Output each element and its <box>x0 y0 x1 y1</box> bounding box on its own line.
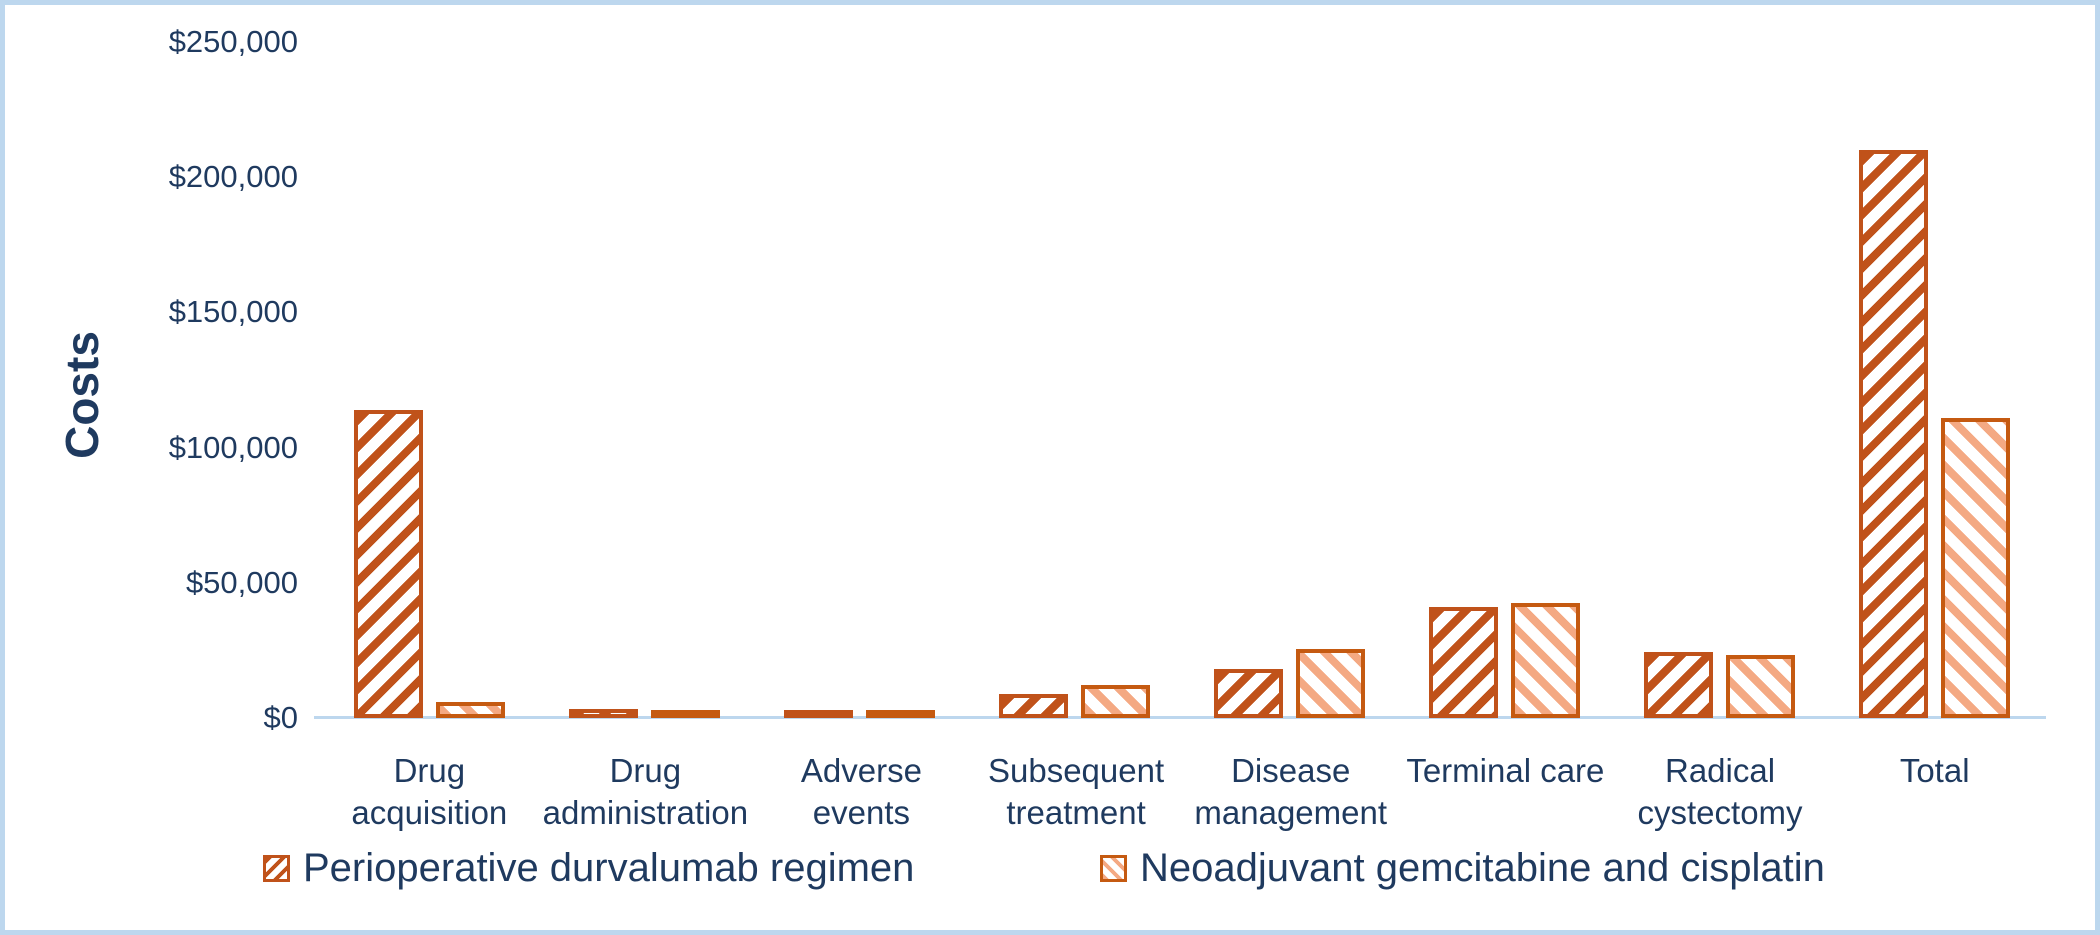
x-category-label: Drug acquisition <box>351 752 508 831</box>
y-tick-label: $100,000 <box>168 429 298 465</box>
category-slot <box>1612 42 1827 718</box>
x-axis-line <box>314 716 2046 719</box>
y-tick-label: $50,000 <box>185 564 298 600</box>
bar <box>436 702 505 718</box>
x-category-label: Subsequent treatment <box>987 752 1165 831</box>
bar <box>1859 150 1928 718</box>
x-category-label: Total <box>1899 752 1970 789</box>
bar <box>1429 607 1498 718</box>
legend-item-neoadjuvant-gemcitabine-cisplatin: Neoadjuvant gemcitabine and cisplatin <box>1100 840 1825 896</box>
legend-item-perioperative-durvalumab: Perioperative durvalumab regimen <box>263 840 914 896</box>
category-slot <box>1827 42 2042 718</box>
category-slot <box>967 42 1182 718</box>
category-slot <box>537 42 752 718</box>
plot-area <box>322 42 2042 718</box>
legend-label-perioperative-durvalumab: Perioperative durvalumab regimen <box>303 845 915 890</box>
category-slot <box>1397 42 1612 718</box>
x-category-label: Drug administration <box>542 752 749 831</box>
bar <box>1941 418 2010 718</box>
x-category-label: Radical cystectomy <box>1637 752 1803 831</box>
legend-swatch-diagonal-down-hatch-icon <box>1100 854 1127 882</box>
bar <box>1726 655 1795 718</box>
y-tick-label: $200,000 <box>168 159 298 195</box>
category-slot <box>752 42 967 718</box>
bar <box>866 710 935 718</box>
bar <box>784 710 853 718</box>
category-slot <box>322 42 537 718</box>
bar <box>651 710 720 718</box>
legend-label-neoadjuvant-gemcitabine-cisplatin: Neoadjuvant gemcitabine and cisplatin <box>1140 845 1825 890</box>
bar <box>999 694 1068 718</box>
bar <box>569 709 638 718</box>
x-axis-labels: Drug acquisition Drug administration Adver… <box>322 750 2042 834</box>
x-category-label: Disease management <box>1194 752 1388 831</box>
bar <box>1296 649 1365 718</box>
x-category-label: Adverse events <box>800 752 922 831</box>
bar <box>1511 603 1580 718</box>
bar <box>1081 685 1150 718</box>
bar <box>1214 669 1283 718</box>
y-tick-label: $0 <box>263 700 298 735</box>
x-category-label: Terminal care <box>1406 752 1605 789</box>
chart-legend: Perioperative durvalumab regimen Neoadju… <box>0 840 2100 900</box>
y-tick-label: $150,000 <box>168 294 298 330</box>
bar <box>1644 652 1713 718</box>
category-slot <box>1182 42 1397 718</box>
legend-swatch-diagonal-up-hatch-icon <box>263 854 290 882</box>
y-tick-label: $250,000 <box>168 24 298 59</box>
bar <box>354 410 423 718</box>
